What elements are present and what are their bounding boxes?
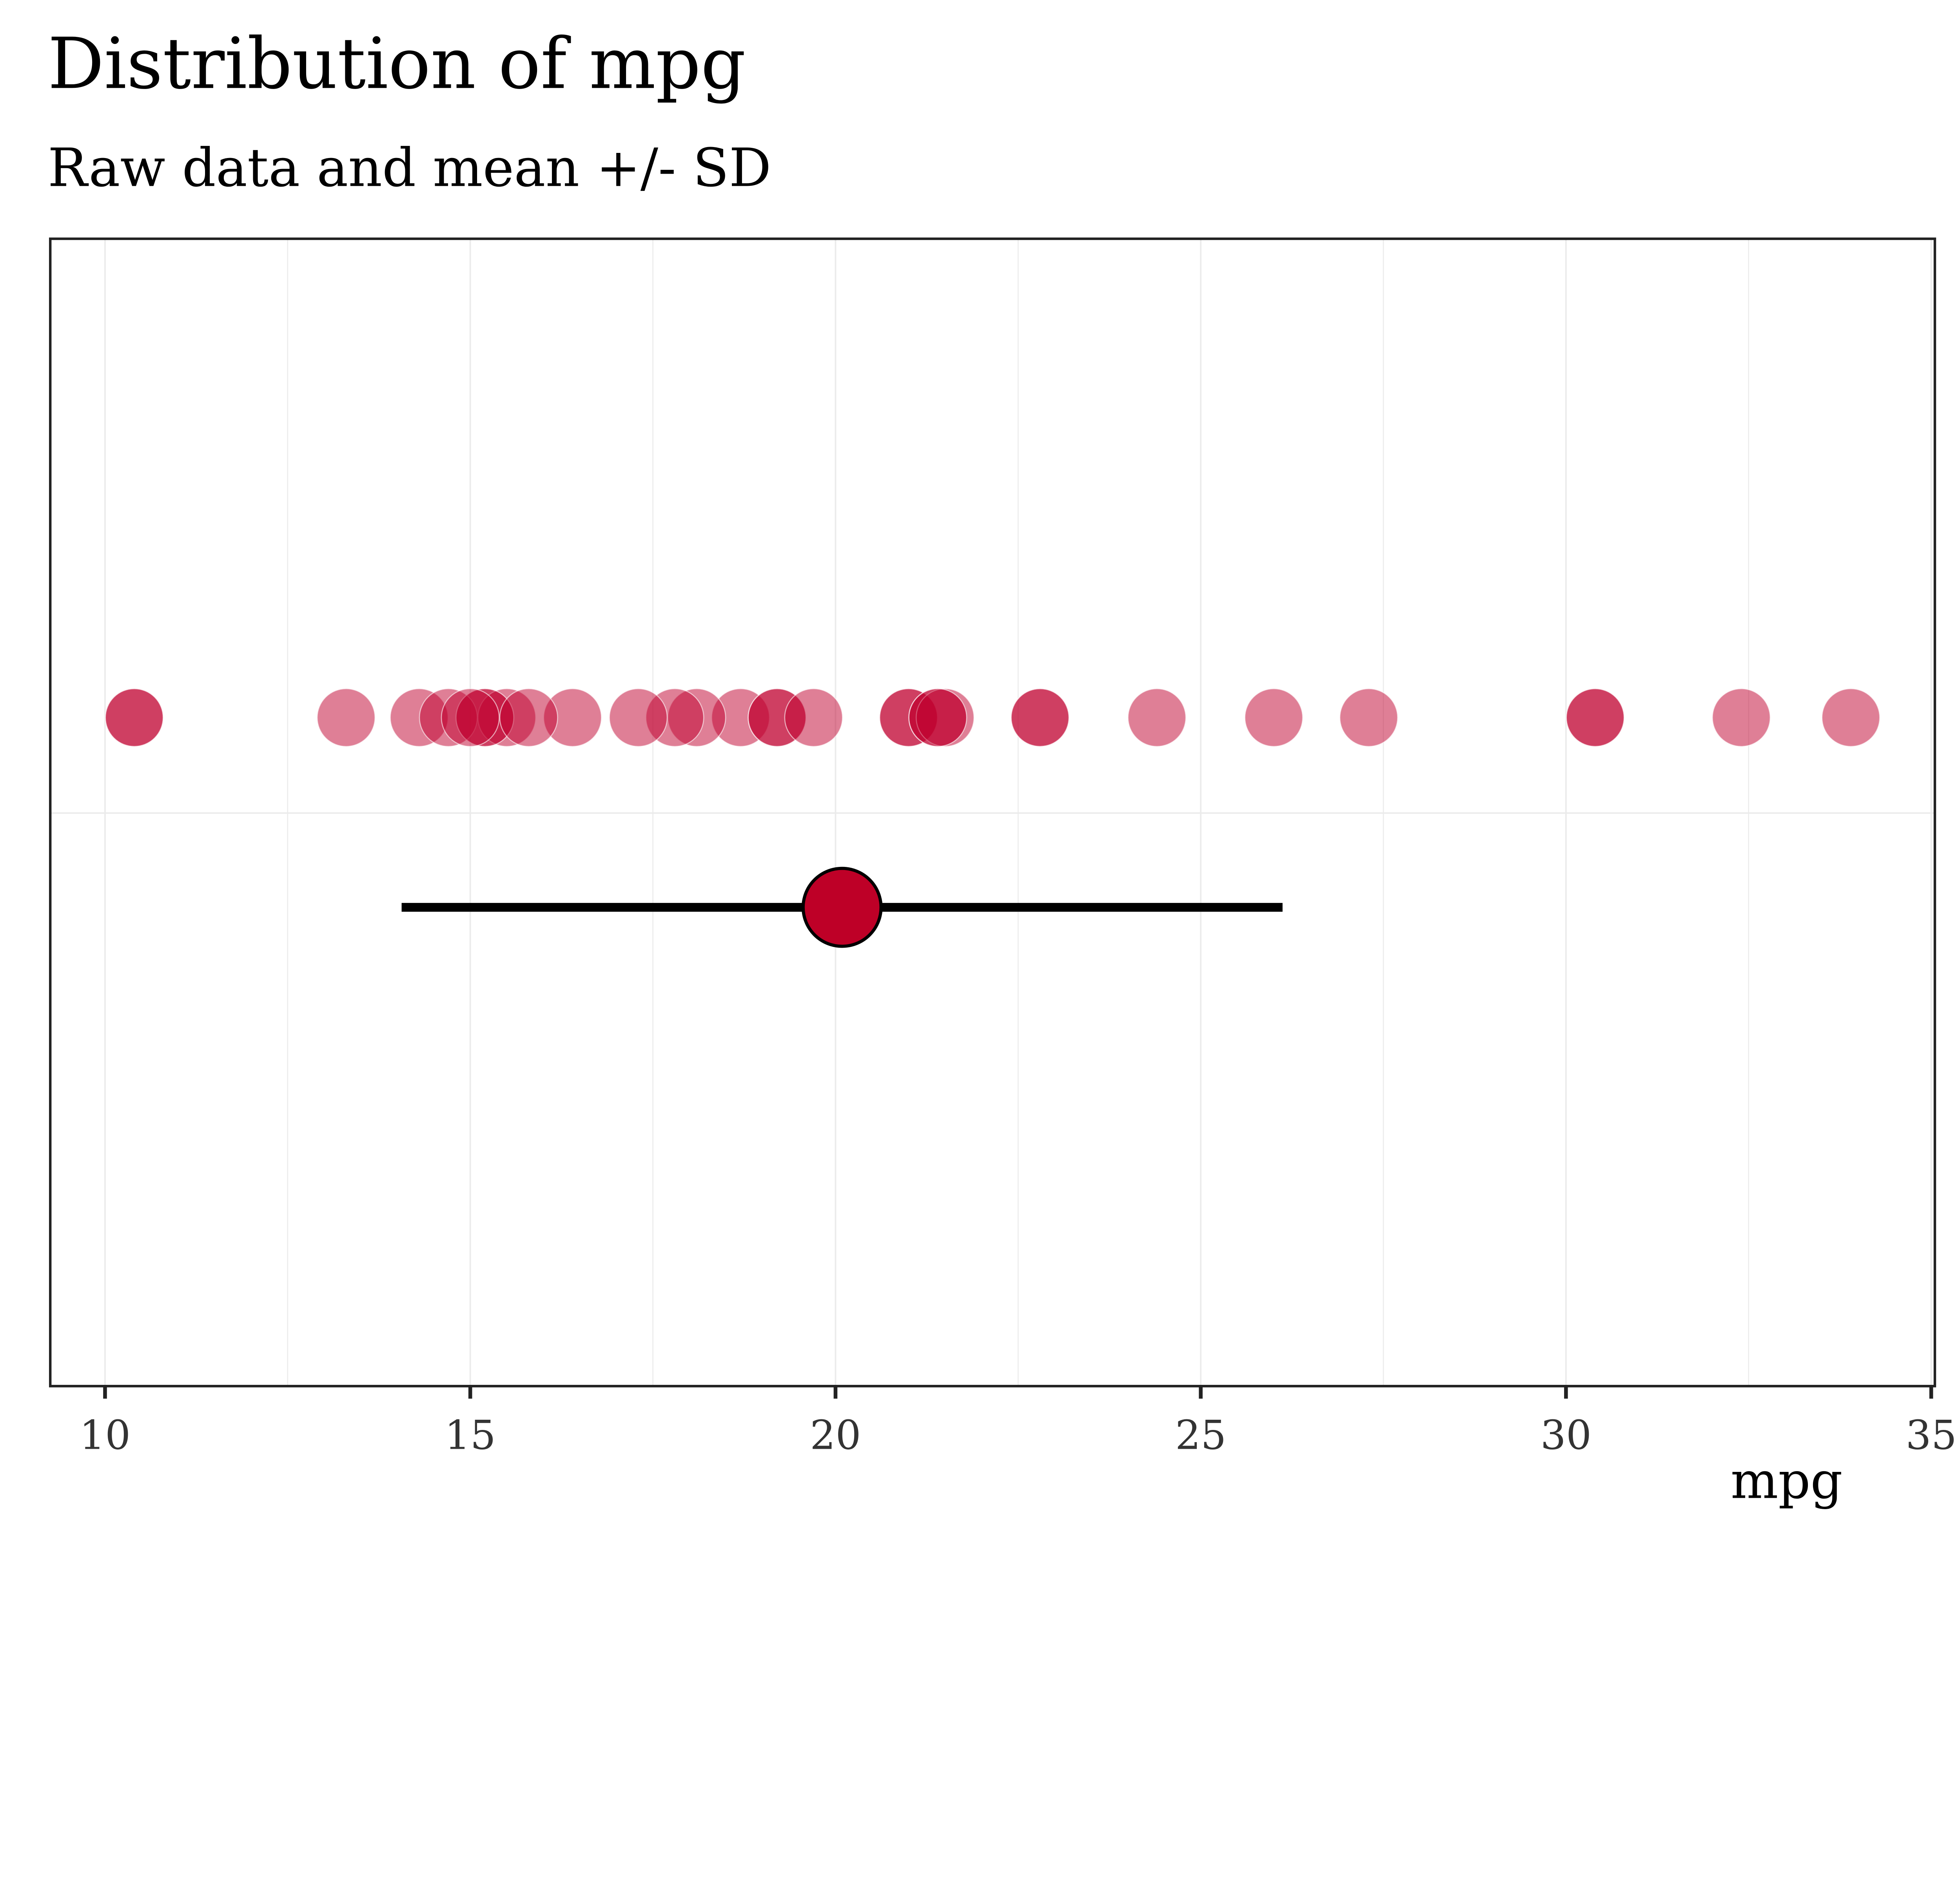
data-point: [441, 688, 500, 747]
data-point: [1339, 688, 1398, 747]
data-point: [1566, 688, 1625, 747]
data-point: [1712, 688, 1771, 747]
x-tick-label: 30: [1541, 1412, 1592, 1459]
x-axis: 10 15 20 25 30 35: [80, 1386, 1957, 1459]
chart-title: Distribution of mpg: [48, 23, 746, 105]
x-tick-label: 35: [1906, 1412, 1957, 1459]
x-tick-label: 25: [1175, 1412, 1227, 1459]
chart: Distribution of mpg Raw data and mean +/…: [48, 23, 1957, 1510]
data-point: [609, 688, 668, 747]
x-tick-label: 10: [80, 1412, 131, 1459]
data-point: [105, 688, 164, 747]
data-point: [316, 688, 376, 747]
data-point: [908, 688, 967, 747]
data-point: [499, 688, 558, 747]
mean-sd-summary: [401, 867, 1283, 948]
plot-panel-border: [49, 237, 1936, 1388]
raw-points: [105, 688, 1880, 747]
data-point: [1127, 688, 1187, 747]
x-tick-label: 20: [810, 1412, 861, 1459]
data-point: [784, 688, 843, 747]
x-tick-label: 15: [445, 1412, 496, 1459]
data-point: [1821, 688, 1880, 747]
data-point: [1244, 688, 1303, 747]
data-point: [1011, 688, 1070, 747]
gridlines: [50, 238, 1935, 1386]
mean-point: [801, 867, 883, 948]
chart-subtitle: Raw data and mean +/- SD: [48, 137, 771, 198]
x-axis-label: mpg: [1731, 1452, 1843, 1510]
